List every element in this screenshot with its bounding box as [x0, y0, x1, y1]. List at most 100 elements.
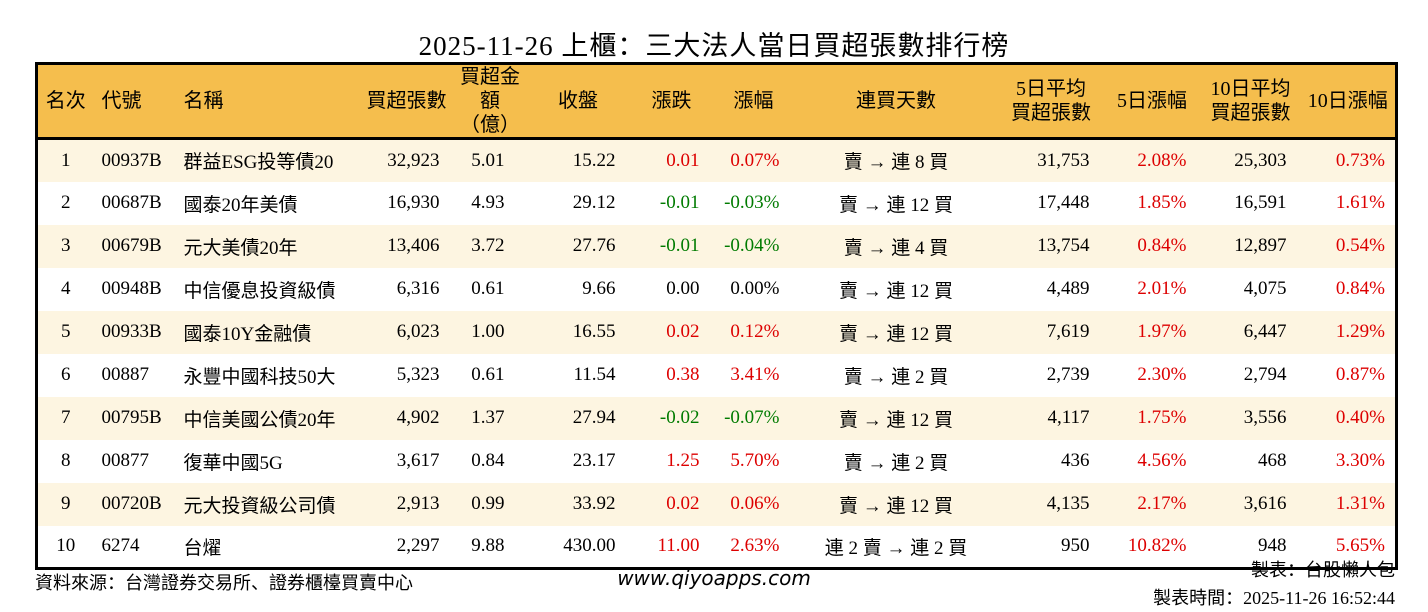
- cell-avg5: 7,619: [1046, 321, 1090, 342]
- cell-amount: 4.93: [471, 192, 505, 213]
- page-title: 2025-11-26 上櫃：三大法人當日買超張數排行榜: [418, 31, 1010, 61]
- table-header: 名次 代號 名稱 買超張數 買超金額 （億） 收盤 漲跌 漲幅 連買天數 5日平…: [36, 63, 1397, 140]
- cell-amount: 1.00: [471, 321, 505, 342]
- cell-avg5-pct: 2.17%: [1137, 493, 1187, 514]
- cell-avg10-pct: 1.29%: [1335, 321, 1385, 342]
- website-url: www.qiyoapps.com: [617, 566, 811, 590]
- ranking-table: 名次 代號 名稱 買超張數 買超金額 （億） 收盤 漲跌 漲幅 連買天數 5日平…: [35, 62, 1398, 570]
- column-header-close: 收盤: [526, 63, 630, 140]
- cell-avg10: 16,591: [1234, 192, 1287, 213]
- table-body: 1 00937B 群益ESG投等債20 32,923 5.01 15.22 0.01 0.07…: [36, 138, 1397, 569]
- cell-avg10-pct: 0.73%: [1335, 149, 1385, 171]
- cell-rank: 7: [61, 407, 71, 428]
- cell-avg5-pct: 4.56%: [1137, 450, 1187, 471]
- cell-name: 中信美國公債20年: [183, 409, 336, 431]
- column-header-avg10-pct: 10日漲幅: [1300, 63, 1397, 140]
- cell-change: 0.02: [666, 493, 700, 514]
- cell-close: 16.55: [572, 321, 616, 342]
- header-row: 名次 代號 名稱 買超張數 買超金額 （億） 收盤 漲跌 漲幅 連買天數 5日平…: [36, 63, 1397, 140]
- cell-code: 00933B: [101, 321, 162, 342]
- table-row: 9 00720B 元大投資級公司債 2,913 0.99 33.92 0.02 0.06% 賣 …: [36, 482, 1397, 526]
- cell-name: 元大美債20年: [183, 237, 298, 259]
- cell-change-pct: -0.04%: [724, 235, 780, 256]
- column-header-streak: 連買天數: [793, 63, 999, 140]
- cell-code: 00720B: [101, 493, 162, 514]
- cell-avg10: 4,075: [1243, 278, 1287, 299]
- cell-streak: 賣 → 連 2 買: [843, 452, 949, 474]
- cell-rank: 6: [61, 364, 71, 385]
- table-row: 7 00795B 中信美國公債20年 4,902 1.37 27.94 -0.02 -0.07…: [36, 396, 1397, 440]
- cell-avg5-pct: 1.97%: [1137, 321, 1187, 342]
- table-row: 8 00877 復華中國5G 3,617 0.84 23.17 1.25 5.70% 賣 → 連…: [36, 439, 1397, 483]
- cell-amount: 1.37: [471, 407, 505, 428]
- cell-net-buy: 32,923: [387, 149, 440, 171]
- cell-avg10-pct: 1.31%: [1335, 493, 1385, 514]
- cell-net-buy: 13,406: [387, 235, 440, 256]
- cell-code: 00887: [101, 364, 150, 385]
- cell-name: 復華中國5G: [183, 452, 283, 474]
- cell-close: 33.92: [572, 493, 616, 514]
- cell-avg5: 950: [1061, 535, 1090, 557]
- cell-streak: 賣 → 連 2 買: [843, 366, 949, 388]
- table-row: 5 00933B 國泰10Y金融債 6,023 1.00 16.55 0.02 0.12% 賣 …: [36, 310, 1397, 354]
- data-source-note: 資料來源：台灣證券交易所、證券櫃檯買賣中心: [35, 573, 413, 593]
- cell-avg5: 436: [1061, 450, 1090, 471]
- cell-streak: 賣 → 連 12 買: [838, 194, 953, 216]
- cell-avg10: 25,303: [1234, 149, 1287, 171]
- cell-name: 永豐中國科技50大: [183, 366, 336, 388]
- cell-net-buy: 2,297: [396, 535, 440, 557]
- cell-avg5-pct: 2.01%: [1137, 278, 1187, 299]
- cell-net-buy: 16,930: [387, 192, 440, 213]
- cell-streak: 賣 → 連 12 買: [838, 323, 953, 345]
- cell-avg5-pct: 0.84%: [1137, 235, 1187, 256]
- cell-close: 15.22: [572, 149, 616, 171]
- cell-change-pct: 2.63%: [730, 535, 780, 557]
- cell-close: 29.12: [572, 192, 616, 213]
- cell-avg10: 2,794: [1243, 364, 1287, 385]
- column-header-code: 代號: [93, 63, 180, 140]
- cell-streak: 賣 → 連 12 買: [838, 409, 953, 431]
- cell-change: 0.00: [666, 278, 700, 299]
- cell-avg10-pct: 0.84%: [1335, 278, 1385, 299]
- table-row: 3 00679B 元大美債20年 13,406 3.72 27.76 -0.01 -0.04%…: [36, 224, 1397, 268]
- cell-change-pct: 3.41%: [730, 364, 780, 385]
- cell-avg5: 4,489: [1046, 278, 1090, 299]
- cell-avg5: 17,448: [1037, 192, 1090, 213]
- cell-code: 00877: [101, 450, 150, 471]
- cell-net-buy: 6,023: [396, 321, 440, 342]
- cell-avg5-pct: 2.08%: [1137, 149, 1187, 171]
- cell-code: 00948B: [101, 278, 162, 299]
- cell-change-pct: -0.03%: [724, 192, 780, 213]
- cell-change-pct: 0.12%: [730, 321, 780, 342]
- cell-amount: 9.88: [471, 535, 505, 557]
- cell-rank: 1: [61, 149, 71, 171]
- cell-rank: 2: [61, 192, 71, 213]
- cell-avg10: 948: [1258, 535, 1287, 557]
- table-row: 6 00887 永豐中國科技50大 5,323 0.61 11.54 0.38 3.41% 賣 …: [36, 353, 1397, 397]
- cell-avg5: 2,739: [1046, 364, 1090, 385]
- cell-avg10: 468: [1258, 450, 1287, 471]
- cell-net-buy: 6,316: [396, 278, 440, 299]
- table-row: 4 00948B 中信優息投資級債 6,316 0.61 9.66 0.00 0.00% 賣 →…: [36, 267, 1397, 311]
- cell-rank: 9: [61, 493, 71, 514]
- cell-streak: 賣 → 連 4 買: [843, 237, 949, 259]
- cell-avg5: 4,135: [1046, 493, 1090, 514]
- cell-change: 0.38: [666, 364, 700, 385]
- column-header-change-pct: 漲幅: [713, 63, 794, 140]
- column-header-net-buy: 買超張數: [359, 63, 454, 140]
- cell-code: 00937B: [101, 149, 162, 171]
- cell-change-pct: 0.07%: [730, 149, 780, 171]
- cell-name: 元大投資級公司債: [183, 495, 336, 517]
- cell-avg10-pct: 0.40%: [1335, 407, 1385, 428]
- cell-amount: 0.99: [471, 493, 505, 514]
- column-header-change: 漲跌: [629, 63, 714, 140]
- cell-change: 1.25: [666, 450, 700, 471]
- column-header-amount: 買超金額 （億）: [453, 63, 527, 140]
- cell-net-buy: 2,913: [396, 493, 440, 514]
- cell-change-pct: -0.07%: [724, 407, 780, 428]
- cell-avg5-pct: 1.85%: [1137, 192, 1187, 213]
- cell-code: 00795B: [101, 407, 162, 428]
- table-row: 1 00937B 群益ESG投等債20 32,923 5.01 15.22 0.01 0.07…: [36, 138, 1397, 182]
- cell-avg10: 3,556: [1243, 407, 1287, 428]
- cell-streak: 賣 → 連 12 買: [838, 495, 953, 517]
